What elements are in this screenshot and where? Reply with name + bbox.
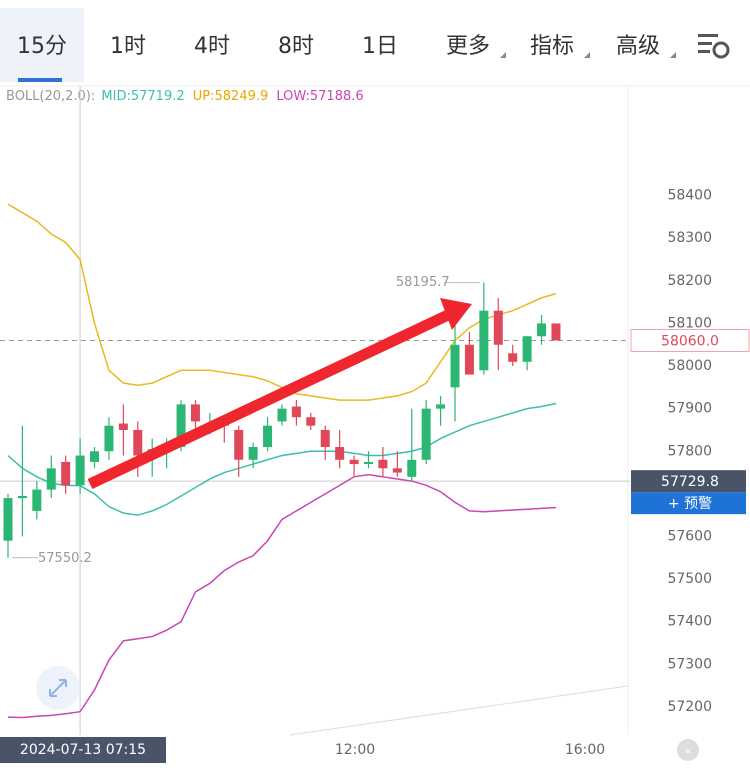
candle-body xyxy=(291,406,301,418)
candle-body xyxy=(335,446,345,460)
boll-line xyxy=(7,402,557,516)
candle-body xyxy=(90,451,100,462)
candle-body xyxy=(3,498,13,541)
scroll-button[interactable] xyxy=(677,739,699,761)
low-label: 57550.2 xyxy=(38,551,92,566)
tab-underline xyxy=(18,78,62,82)
y-tick-label: 57500 xyxy=(667,571,712,587)
candle-body xyxy=(61,461,71,486)
candle-body xyxy=(190,404,200,422)
last-price-box xyxy=(630,328,750,352)
candle-body xyxy=(450,344,460,388)
last-price-label: 58060.0 xyxy=(661,333,719,349)
tab-bar: 15分 1时 4时 8时 1日 更多 指标 高级 xyxy=(17,34,676,59)
dropdown-caret xyxy=(500,52,506,58)
tab[interactable]: 更多 xyxy=(446,34,490,59)
tab-selected-bg xyxy=(0,8,84,82)
candle-body xyxy=(46,468,56,490)
candle-body xyxy=(392,468,402,473)
indicator-mid: MID:57719.2 xyxy=(101,89,184,104)
candle-body xyxy=(551,323,561,341)
candle-body xyxy=(479,310,489,371)
candle-body xyxy=(508,353,518,362)
tab[interactable]: 15分 xyxy=(17,34,67,59)
candle-body xyxy=(234,429,244,460)
candle-body xyxy=(263,425,273,447)
candle-body xyxy=(248,446,258,460)
alert-button[interactable] xyxy=(631,492,746,515)
candle-body xyxy=(464,344,474,375)
indicator-up: UP:58249.9 xyxy=(193,89,269,104)
candle-body xyxy=(306,417,316,426)
tab[interactable]: 1时 xyxy=(110,34,146,59)
y-tick-label: 57800 xyxy=(667,443,712,459)
y-tick-label: 57200 xyxy=(667,699,712,715)
indicator-name: BOLL(20,2.0): xyxy=(6,89,95,104)
plot: 58400 58300 58200 58100 58000 57900 57800 57600… xyxy=(0,86,750,763)
candle-body xyxy=(407,459,417,477)
crosshair-time-label: 2024-07-13 07:15 xyxy=(20,742,146,758)
y-tick-label: 57900 xyxy=(667,401,712,417)
indicator-line: BOLL(20,2.0): MID:57719.2 UP:58249.9 LOW… xyxy=(6,89,364,104)
tab[interactable]: 高级 xyxy=(616,34,660,59)
candle-body xyxy=(17,495,27,499)
y-tick-label: 58100 xyxy=(667,315,712,331)
candle-body xyxy=(349,459,359,465)
y-tick-label: 57300 xyxy=(667,656,712,672)
trend-line xyxy=(289,685,629,736)
candle-body xyxy=(176,404,186,447)
y-tick-label: 57600 xyxy=(667,528,712,544)
candle-body xyxy=(104,425,114,452)
x-tick-label: 16:00 xyxy=(565,742,605,758)
candle-body xyxy=(537,323,547,337)
candle-body xyxy=(364,461,373,465)
y-tick-label: 58200 xyxy=(667,273,712,289)
candle-body xyxy=(75,455,85,486)
y-tick-label: 57400 xyxy=(667,614,712,630)
annotation-arrow xyxy=(87,298,472,489)
high-label: 58195.7 xyxy=(396,275,450,290)
y-tick-label: 58000 xyxy=(667,358,712,374)
indicator-low: LOW:57188.6 xyxy=(276,89,363,104)
candle-body xyxy=(421,408,431,460)
scroll-icon: « xyxy=(685,744,692,757)
candle-body xyxy=(118,423,128,430)
candle-body xyxy=(277,408,287,422)
y-tick-label: 58300 xyxy=(667,230,712,246)
dropdown-caret xyxy=(670,52,676,58)
candle-body xyxy=(493,310,503,345)
zoom-icon xyxy=(49,679,67,697)
x-tick-label: 12:00 xyxy=(335,742,375,758)
crosshair-time-box xyxy=(0,737,166,763)
settings-icon[interactable] xyxy=(698,34,730,59)
candle-body xyxy=(32,489,42,511)
dropdown-caret xyxy=(584,52,590,58)
tab[interactable]: 8时 xyxy=(278,34,314,59)
tab[interactable]: 指标 xyxy=(530,34,574,59)
tab[interactable]: 1日 xyxy=(362,34,398,59)
crosshair-price-label: 57729.8 xyxy=(661,474,719,490)
candle-body xyxy=(378,459,388,469)
tab[interactable]: 4时 xyxy=(194,34,230,59)
crosshair-price-box xyxy=(631,470,746,493)
candle-body xyxy=(522,336,532,362)
candle-body xyxy=(320,429,330,447)
candle-body xyxy=(133,429,143,456)
y-tick-label: 58400 xyxy=(667,188,712,204)
alert-button-label: + 预警 xyxy=(668,496,712,512)
candle-body xyxy=(436,404,446,409)
boll-line xyxy=(7,473,557,719)
